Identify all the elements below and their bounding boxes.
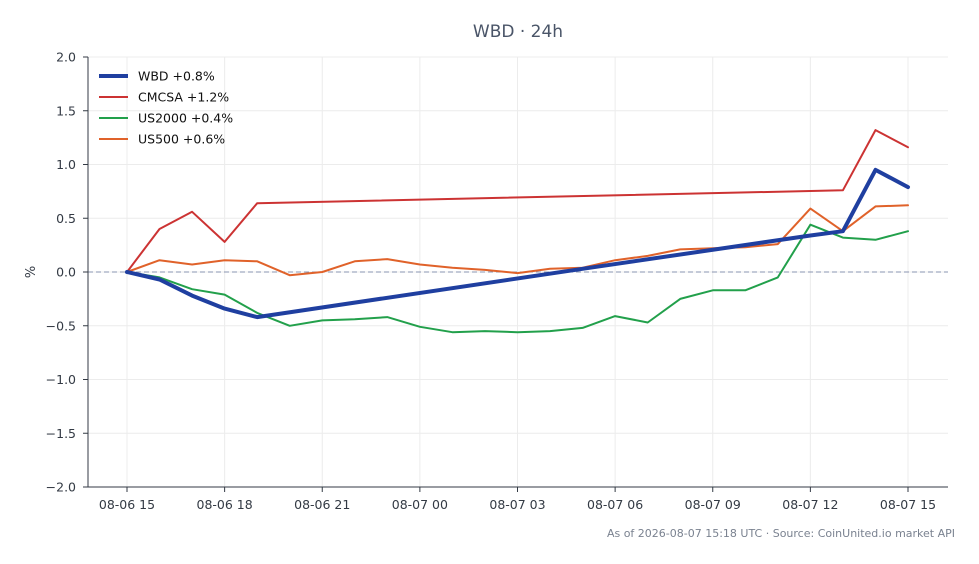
series-line-cmcsa	[126, 129, 909, 273]
y-tick-label: −0.5	[46, 318, 76, 333]
x-tick-label: 08-07 12	[782, 497, 838, 512]
series-line-us500	[126, 204, 909, 277]
x-tick-label: 08-07 00	[392, 497, 448, 512]
y-tick-label: 0.5	[56, 211, 76, 226]
x-tick-label: 08-07 06	[587, 497, 643, 512]
y-axis-label: %	[24, 266, 39, 278]
series-lines	[125, 129, 910, 334]
x-tick-label: 08-06 21	[294, 497, 350, 512]
y-tick-label: 2.0	[56, 50, 76, 65]
legend-label-cmcsa: CMCSA +1.2%	[138, 90, 229, 105]
y-axis-ticks: 2.0 1.5 1.0 0.5 0.0 −0.5 −1.0 −1.5 −2.0	[46, 50, 88, 495]
y-tick-label: −2.0	[46, 480, 76, 495]
legend-label-us2000: US2000 +0.4%	[138, 111, 233, 126]
legend-label-us500: US500 +0.6%	[138, 132, 225, 147]
x-axis-ticks: 08-06 15 08-06 18 08-06 21 08-07 00 08-07 03…	[99, 487, 936, 512]
x-tick-label: 08-06 15	[99, 497, 155, 512]
x-tick-label: 08-06 18	[197, 497, 253, 512]
y-tick-label: 1.5	[56, 103, 76, 118]
chart-title: WBD · 24h	[473, 22, 563, 42]
y-tick-label: −1.5	[46, 426, 76, 441]
series-line-wbd	[125, 167, 910, 320]
x-tick-label: 08-07 09	[685, 497, 741, 512]
source-footer: As of 2026-08-07 15:18 UTC · Source: Coi…	[607, 527, 955, 540]
y-tick-label: 1.0	[56, 157, 76, 172]
legend-label-wbd: WBD +0.8%	[138, 69, 215, 84]
y-tick-label: −1.0	[46, 372, 76, 387]
y-tick-label: 0.0	[56, 265, 76, 280]
x-tick-label: 08-07 03	[489, 497, 545, 512]
legend: WBD +0.8% CMCSA +1.2% US2000 +0.4% US500 +0…	[99, 69, 233, 147]
series-line-us2000	[126, 223, 909, 334]
x-tick-label: 08-07 15	[880, 497, 936, 512]
